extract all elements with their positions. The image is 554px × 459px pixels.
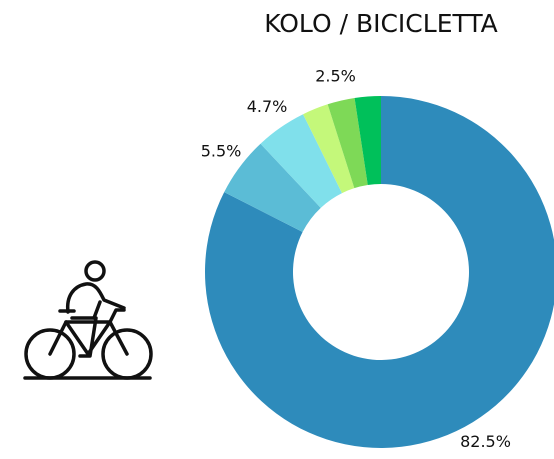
bicycle-icon: [23, 260, 153, 380]
donut-segment: [303, 104, 355, 194]
donut-segment: [354, 96, 381, 185]
donut-segment: [224, 143, 321, 233]
donut-segment: [205, 96, 554, 448]
donut-segment: [327, 97, 368, 189]
data-label: 82.5%: [460, 432, 511, 451]
donut-segment: [260, 114, 343, 208]
data-label: 4.7%: [247, 97, 288, 116]
data-label: 2.5%: [315, 67, 356, 86]
data-label: 5.5%: [201, 141, 242, 160]
chart-title: KOLO / BICICLETTA: [264, 9, 498, 38]
